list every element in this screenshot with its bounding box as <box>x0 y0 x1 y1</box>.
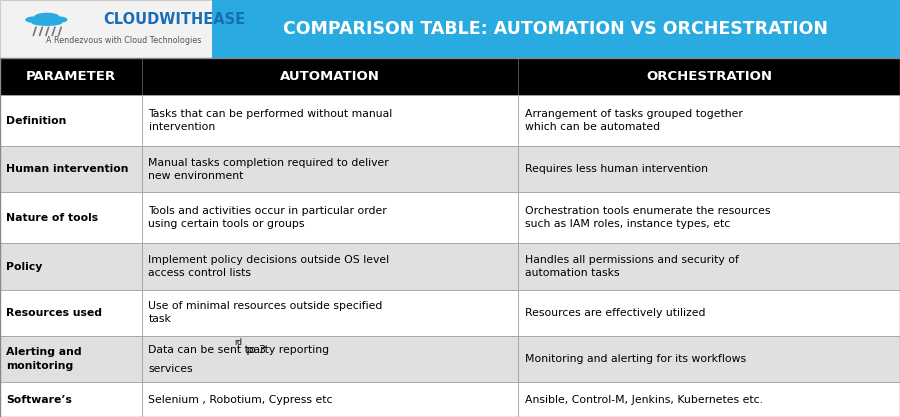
Text: Ansible, Control-M, Jenkins, Kubernetes etc.: Ansible, Control-M, Jenkins, Kubernetes … <box>525 394 762 404</box>
Bar <box>518 290 900 336</box>
Text: Resources are effectively utilized: Resources are effectively utilized <box>525 308 706 318</box>
Bar <box>142 290 518 336</box>
Bar <box>142 58 518 95</box>
Text: party reporting: party reporting <box>243 345 328 355</box>
Bar <box>142 244 518 290</box>
Ellipse shape <box>32 20 62 26</box>
Text: Tasks that can be performed without manual
intervention: Tasks that can be performed without manu… <box>148 109 392 132</box>
Bar <box>142 192 518 244</box>
Bar <box>0 146 142 192</box>
Text: Monitoring and alerting for its workflows: Monitoring and alerting for its workflow… <box>525 354 746 364</box>
Bar <box>0 58 900 417</box>
Text: Arrangement of tasks grouped together
which can be automated: Arrangement of tasks grouped together wh… <box>525 109 742 132</box>
Text: Tools and activities occur in particular order
using certain tools or groups: Tools and activities occur in particular… <box>148 206 387 229</box>
Bar <box>518 382 900 417</box>
Bar <box>0 336 142 382</box>
Bar <box>142 336 518 382</box>
Text: Definition: Definition <box>6 116 67 126</box>
Bar <box>518 95 900 146</box>
Text: Nature of tools: Nature of tools <box>6 213 98 223</box>
Text: Software’s: Software’s <box>6 394 72 404</box>
Text: Human intervention: Human intervention <box>6 164 129 174</box>
Text: Handles all permissions and security of
automation tasks: Handles all permissions and security of … <box>525 255 739 278</box>
Text: COMPARISON TABLE: AUTOMATION VS ORCHESTRATION: COMPARISON TABLE: AUTOMATION VS ORCHESTR… <box>284 20 828 38</box>
Bar <box>518 244 900 290</box>
Bar <box>0 290 142 336</box>
Bar <box>0 244 142 290</box>
Bar <box>518 336 900 382</box>
Text: Data can be sent to 3: Data can be sent to 3 <box>148 345 266 355</box>
Text: ORCHESTRATION: ORCHESTRATION <box>646 70 772 83</box>
Bar <box>518 58 900 95</box>
Text: Orchestration tools enumerate the resources
such as IAM roles, instance types, e: Orchestration tools enumerate the resour… <box>525 206 770 229</box>
Text: Use of minimal resources outside specified
task: Use of minimal resources outside specifi… <box>148 301 382 324</box>
Bar <box>142 95 518 146</box>
Text: Manual tasks completion required to deliver
new environment: Manual tasks completion required to deli… <box>148 158 389 181</box>
Bar <box>518 192 900 244</box>
Text: rd: rd <box>235 338 242 347</box>
Text: Selenium , Robotium, Cypress etc: Selenium , Robotium, Cypress etc <box>148 394 333 404</box>
Bar <box>0 192 142 244</box>
Bar <box>0 58 142 95</box>
Ellipse shape <box>34 13 59 21</box>
Bar <box>212 0 900 58</box>
Text: Alerting and
monitoring: Alerting and monitoring <box>6 347 82 371</box>
Ellipse shape <box>50 16 68 23</box>
Bar <box>518 146 900 192</box>
Text: A Rendezvous with Cloud Technologies: A Rendezvous with Cloud Technologies <box>46 36 202 45</box>
Text: PARAMETER: PARAMETER <box>26 70 116 83</box>
Bar <box>0 0 212 58</box>
Text: Resources used: Resources used <box>6 308 103 318</box>
Ellipse shape <box>25 16 43 23</box>
Bar <box>142 382 518 417</box>
Bar <box>0 95 142 146</box>
Bar <box>142 146 518 192</box>
Text: AUTOMATION: AUTOMATION <box>281 70 380 83</box>
Text: Implement policy decisions outside OS level
access control lists: Implement policy decisions outside OS le… <box>148 255 390 278</box>
Bar <box>0 382 142 417</box>
Text: CLOUDWITHEASE: CLOUDWITHEASE <box>104 12 246 27</box>
Text: services: services <box>148 364 194 374</box>
Text: Requires less human intervention: Requires less human intervention <box>525 164 707 174</box>
Text: Policy: Policy <box>6 261 42 271</box>
